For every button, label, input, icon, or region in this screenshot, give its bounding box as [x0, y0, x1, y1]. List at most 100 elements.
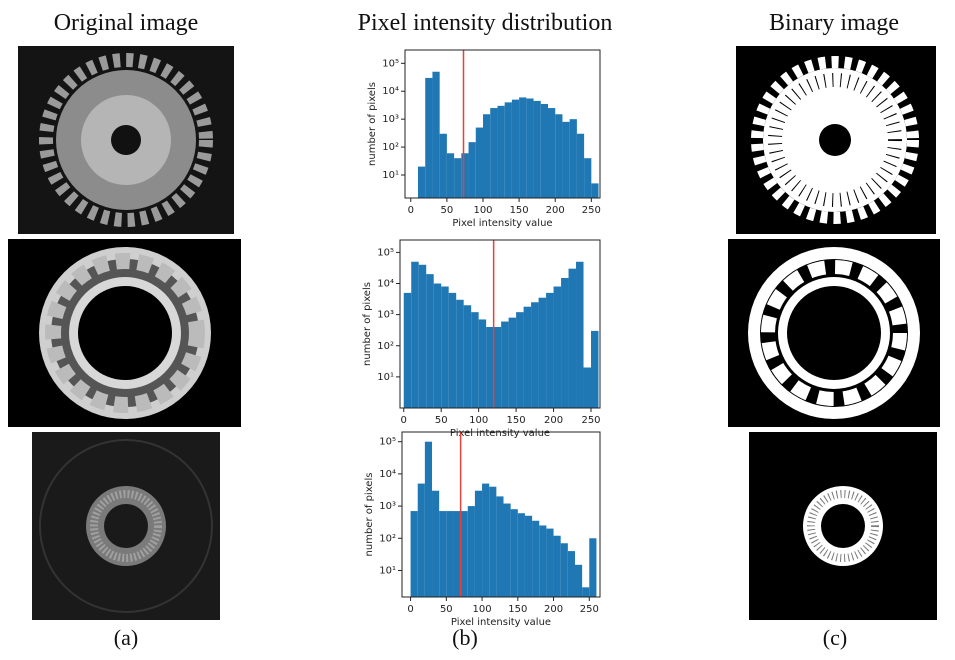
bar: [475, 127, 483, 198]
y-tick-label: 10³: [377, 310, 394, 321]
bar: [519, 97, 527, 198]
bar: [432, 71, 440, 198]
original-bearing: [8, 239, 241, 427]
y-tick-label: 10⁴: [382, 86, 399, 97]
bar: [456, 299, 464, 408]
bar: [540, 103, 548, 198]
y-tick-label: 10⁵: [382, 58, 399, 69]
bar: [478, 319, 487, 408]
bar: [433, 283, 442, 408]
x-axis-label: Pixel intensity value: [450, 428, 550, 439]
bar: [417, 483, 425, 597]
bar: [441, 286, 449, 408]
bar: [574, 564, 583, 597]
bar: [583, 367, 592, 408]
bar: [546, 528, 554, 597]
bar: [589, 538, 597, 597]
column-header: Pixel intensity distribution: [358, 10, 613, 36]
x-tick-label: 100: [473, 604, 492, 615]
bar: [453, 511, 461, 597]
bar: [576, 261, 584, 408]
bar: [560, 543, 568, 597]
bar: [524, 515, 533, 597]
x-tick-label: 200: [544, 604, 563, 615]
bar: [569, 119, 577, 198]
bar: [439, 133, 447, 198]
bar: [460, 511, 468, 597]
bar: [403, 292, 412, 408]
bar: [486, 327, 494, 408]
bar: [538, 297, 547, 408]
bar: [504, 102, 512, 198]
x-tick-label: 250: [581, 415, 600, 426]
bar: [516, 312, 524, 408]
bar: [576, 133, 585, 198]
bar: [539, 525, 547, 597]
histogram-chart: 0 50 100 150 200 250 10¹ 10² 10³ 10⁴ 10⁵ Pixel inte…: [367, 49, 601, 229]
y-tick-label: 10²: [382, 142, 399, 153]
x-tick-label: 100: [469, 415, 488, 426]
y-tick-label: 10³: [379, 501, 396, 512]
bar: [439, 511, 447, 597]
bar: [562, 121, 570, 198]
x-tick-label: 250: [582, 205, 601, 216]
bar: [511, 99, 520, 198]
bar: [467, 506, 475, 597]
bar: [510, 509, 518, 597]
bar: [410, 511, 418, 597]
bar: [424, 441, 433, 597]
bar: [418, 166, 426, 198]
bar: [523, 306, 532, 408]
bar: [425, 77, 433, 198]
x-tick-label: 0: [407, 604, 413, 615]
axes-frame: [401, 431, 601, 598]
binary-ring: [749, 432, 937, 620]
bar: [490, 108, 498, 198]
bar: [497, 105, 505, 198]
bar: [463, 305, 472, 408]
bar: [474, 490, 483, 597]
bar: [533, 100, 541, 198]
y-tick-label: 10¹: [377, 372, 394, 383]
bar: [591, 330, 599, 408]
bar: [508, 317, 517, 408]
bar: [582, 587, 590, 597]
bar: [591, 183, 599, 198]
bar: [471, 312, 479, 408]
bar: [482, 483, 490, 597]
bar: [503, 503, 511, 597]
y-axis-label: number of pixels: [362, 282, 373, 366]
x-axis-label: Pixel intensity value: [452, 218, 552, 229]
y-tick-label: 10²: [377, 341, 394, 352]
bar: [561, 278, 569, 408]
bar: [501, 321, 509, 408]
y-tick-label: 10²: [379, 533, 396, 544]
bar: [489, 486, 497, 597]
bar: [418, 264, 427, 408]
x-tick-label: 100: [473, 205, 492, 216]
charts: 0 50 100 150 200 250 10¹ 10² 10³ 10⁴ 10⁵ Pixel inte…: [362, 49, 601, 628]
x-tick-label: 150: [508, 604, 527, 615]
bar: [553, 535, 561, 597]
bar: [567, 551, 575, 597]
bar: [555, 114, 563, 198]
bar: [532, 520, 540, 597]
x-tick-label: 50: [441, 205, 454, 216]
panel-label: (b): [452, 625, 478, 650]
column-header: Original image: [54, 10, 199, 36]
bar: [553, 286, 562, 408]
bar: [531, 302, 539, 408]
bar: [493, 327, 502, 408]
x-axis-label: Pixel intensity value: [451, 617, 551, 628]
bar: [584, 158, 592, 198]
x-tick-label: 50: [435, 415, 448, 426]
y-tick-label: 10¹: [379, 565, 396, 576]
bar: [548, 108, 556, 198]
bar: [411, 261, 419, 408]
binary-bearing: [728, 239, 940, 427]
y-axis-label: number of pixels: [364, 473, 375, 557]
histogram-chart: 0 50 100 150 200 250 10¹ 10² 10³ 10⁴ 10⁵ Pixel inte…: [364, 431, 601, 628]
y-axis-label: number of pixels: [367, 82, 378, 166]
original-ring: [32, 432, 220, 620]
bar: [426, 274, 434, 408]
